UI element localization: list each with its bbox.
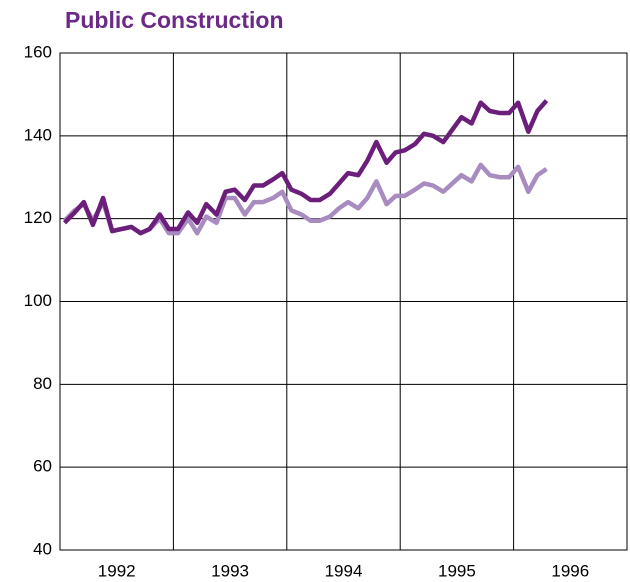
x-tick-label: 1995 [438,561,476,580]
plot-border [59,52,628,551]
y-tick-label: 120 [24,208,52,227]
y-tick-label: 100 [24,291,52,310]
y-tick-label: 40 [33,539,52,558]
x-tick-label: 1994 [325,561,363,580]
y-tick-label: 140 [24,125,52,144]
y-tick-label: 160 [24,42,52,61]
series-line [62,99,549,236]
y-tick-label: 60 [33,457,52,476]
x-tick-label: 1996 [551,561,589,580]
y-tick-label: 80 [33,374,52,393]
x-tick-label: 1992 [98,561,136,580]
x-tick-label: 1993 [211,561,249,580]
chart-title: Public Construction [65,7,284,33]
